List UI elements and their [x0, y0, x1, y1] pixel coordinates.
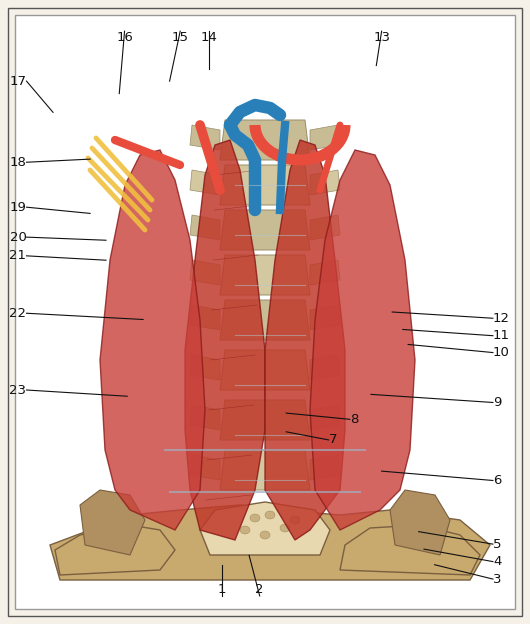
Polygon shape [310, 125, 340, 150]
Text: 4: 4 [493, 555, 501, 568]
Text: 7: 7 [329, 434, 337, 446]
Polygon shape [310, 455, 340, 480]
Polygon shape [220, 120, 310, 160]
Polygon shape [220, 165, 310, 205]
Polygon shape [265, 140, 345, 540]
Text: 3: 3 [493, 573, 501, 585]
Ellipse shape [265, 511, 275, 519]
Text: 20: 20 [10, 231, 26, 243]
Text: 12: 12 [493, 312, 510, 324]
Polygon shape [220, 450, 310, 490]
Polygon shape [390, 490, 450, 555]
Polygon shape [310, 355, 340, 380]
Text: 17: 17 [10, 75, 26, 87]
Polygon shape [190, 405, 220, 430]
Polygon shape [220, 300, 310, 340]
Text: 6: 6 [493, 474, 501, 487]
Polygon shape [310, 150, 415, 530]
Polygon shape [310, 170, 340, 195]
Polygon shape [190, 260, 220, 285]
Polygon shape [55, 525, 175, 575]
Text: 21: 21 [10, 250, 26, 262]
Text: 22: 22 [10, 307, 26, 319]
Polygon shape [220, 350, 310, 390]
Text: 8: 8 [350, 413, 358, 426]
Text: 11: 11 [493, 329, 510, 342]
Polygon shape [50, 505, 490, 580]
Polygon shape [310, 405, 340, 430]
Polygon shape [80, 490, 145, 555]
Text: 14: 14 [201, 31, 218, 44]
Text: 1: 1 [217, 583, 226, 596]
Ellipse shape [290, 516, 300, 524]
Polygon shape [220, 210, 310, 250]
Polygon shape [310, 260, 340, 285]
Text: 18: 18 [10, 156, 26, 168]
Text: 13: 13 [373, 31, 390, 44]
Ellipse shape [280, 524, 290, 532]
Polygon shape [190, 170, 220, 195]
Polygon shape [200, 502, 330, 555]
Polygon shape [100, 150, 205, 530]
Polygon shape [310, 305, 340, 330]
Polygon shape [190, 305, 220, 330]
Text: 9: 9 [493, 396, 501, 409]
Text: 10: 10 [493, 346, 510, 359]
Ellipse shape [250, 514, 260, 522]
Polygon shape [190, 355, 220, 380]
Polygon shape [190, 215, 220, 240]
Polygon shape [190, 455, 220, 480]
Ellipse shape [240, 526, 250, 534]
Polygon shape [220, 400, 310, 440]
Polygon shape [340, 525, 480, 575]
Text: 15: 15 [172, 31, 189, 44]
Text: 2: 2 [255, 583, 264, 596]
Polygon shape [310, 215, 340, 240]
Text: 19: 19 [10, 201, 26, 213]
Polygon shape [190, 125, 220, 150]
Polygon shape [220, 255, 310, 295]
Text: 5: 5 [493, 538, 501, 550]
Polygon shape [185, 140, 265, 540]
Text: 16: 16 [116, 31, 133, 44]
Text: 23: 23 [10, 384, 26, 396]
Ellipse shape [260, 531, 270, 539]
